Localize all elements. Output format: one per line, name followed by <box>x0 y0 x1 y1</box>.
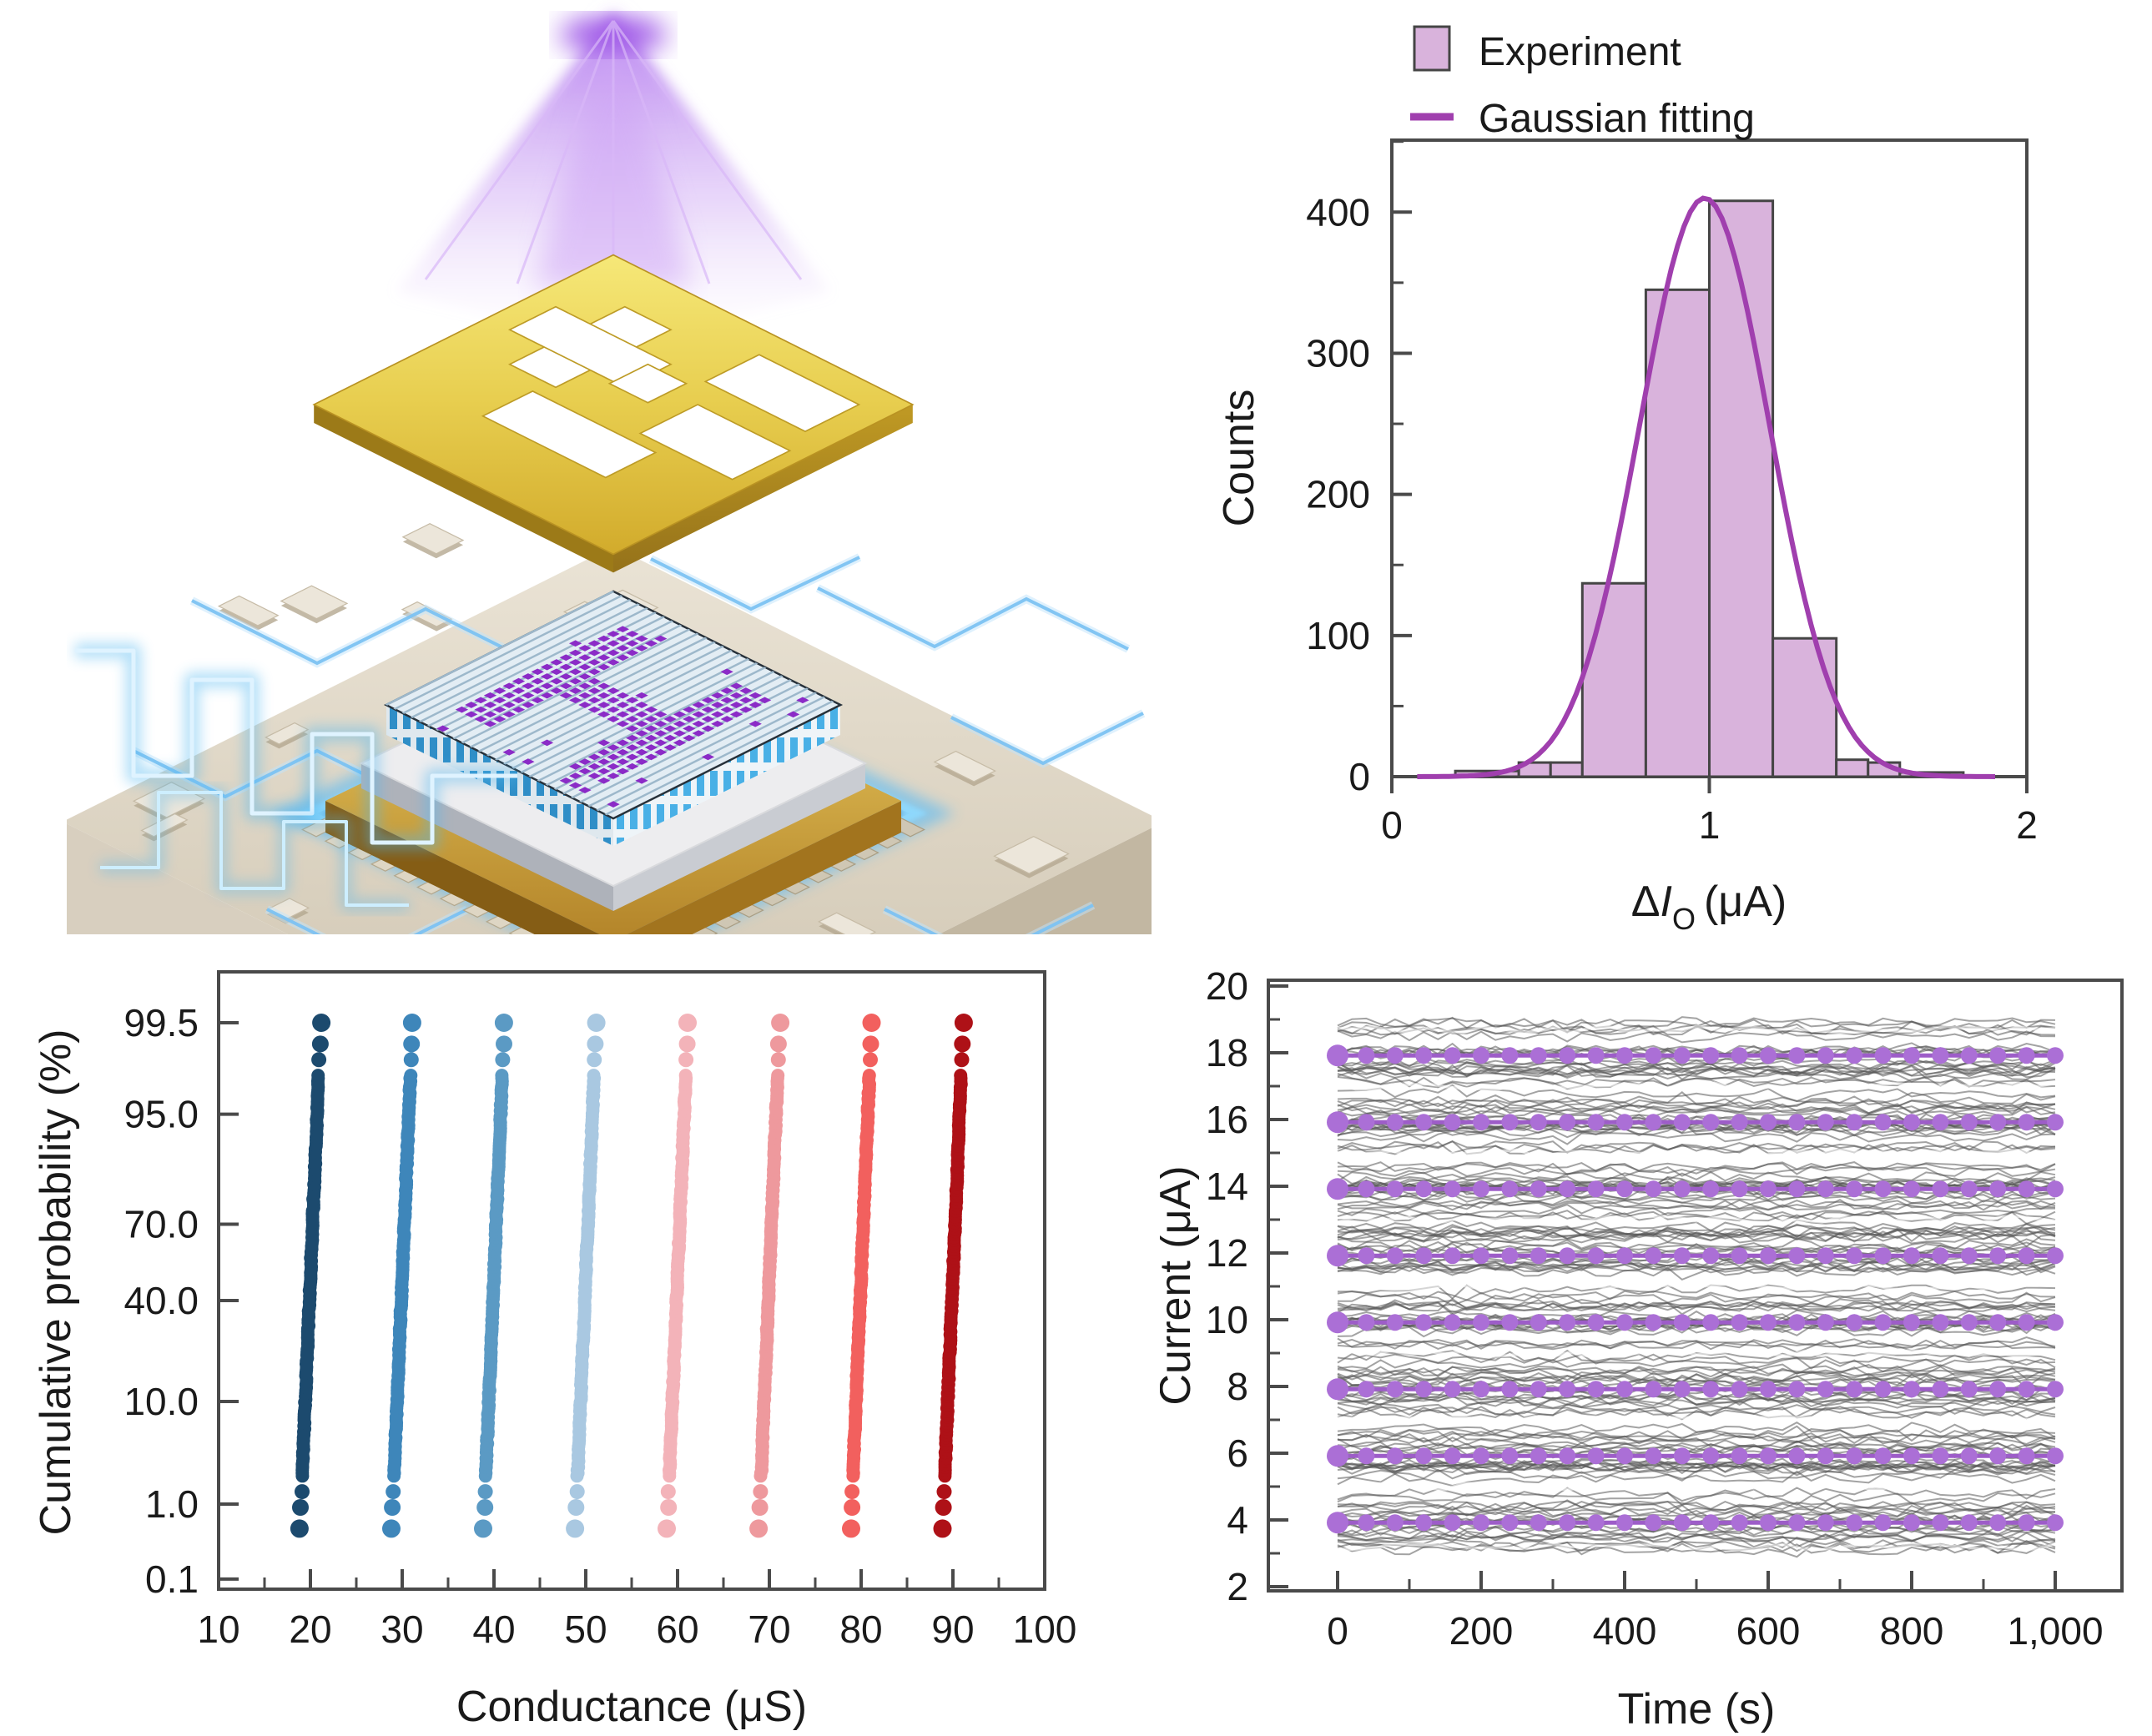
histogram-bars <box>1454 199 1965 778</box>
series-20uS <box>290 1014 331 1538</box>
histogram-bar <box>1644 288 1711 778</box>
gaussian-fit-curve <box>1417 195 1996 779</box>
cumulative-probability-panel: 99.5 95.0 70.0 40.0 10.0 1.0 0.1 10 20 30 40 50 60 70… <box>32 970 1077 1731</box>
svg-text:2: 2 <box>2016 803 2038 847</box>
svg-text:20: 20 <box>1206 964 1248 1008</box>
svg-text:30: 30 <box>381 1608 423 1651</box>
histogram-ylabel: Counts <box>1215 390 1263 527</box>
svg-text:50: 50 <box>564 1608 607 1651</box>
svg-text:99.5: 99.5 <box>123 1001 199 1044</box>
series-80uS <box>842 1014 881 1538</box>
svg-text:0: 0 <box>1381 803 1403 847</box>
svg-text:4: 4 <box>1227 1498 1248 1542</box>
svg-text:100: 100 <box>1306 614 1370 657</box>
svg-text:400: 400 <box>1593 1609 1657 1653</box>
svg-text:70: 70 <box>748 1608 790 1651</box>
memristor-chip <box>325 590 901 934</box>
histogram-legend: Experiment Gaussian fitting <box>1410 25 1755 141</box>
svg-text:12: 12 <box>1206 1231 1248 1275</box>
svg-text:16: 16 <box>1206 1098 1248 1141</box>
crossbar-top <box>383 590 844 820</box>
series-70uS <box>749 1014 790 1538</box>
white-streaks <box>1337 1024 2056 1552</box>
svg-text:200: 200 <box>1306 473 1370 516</box>
legend-swatch-experiment <box>1413 25 1451 72</box>
svg-text:200: 200 <box>1449 1609 1514 1653</box>
histogram-bar <box>1771 637 1838 778</box>
histogram-bar <box>1708 199 1775 778</box>
histogram-bar <box>1549 761 1584 778</box>
svg-text:80: 80 <box>839 1608 882 1651</box>
histogram-plot: 0 100 200 300 400 0 1 2 <box>1306 138 2038 847</box>
svg-text:300: 300 <box>1306 331 1370 375</box>
cumulative-ylabel: Cumulative probability (%) <box>32 1029 80 1536</box>
svg-text:1.0: 1.0 <box>145 1482 199 1526</box>
svg-text:800: 800 <box>1880 1609 1944 1653</box>
signal-waveform <box>75 643 517 911</box>
svg-text:100: 100 <box>1013 1608 1077 1651</box>
svg-text:0: 0 <box>1327 1609 1348 1653</box>
svg-text:1: 1 <box>1699 803 1721 847</box>
retention-ylabel: Current (μA) <box>1160 1165 1200 1405</box>
svg-text:600: 600 <box>1736 1609 1801 1653</box>
cumulative-plot: 99.5 95.0 70.0 40.0 10.0 1.0 0.1 10 20 30 40 50 60 70… <box>123 970 1077 1651</box>
svg-text:10: 10 <box>197 1608 239 1651</box>
svg-text:60: 60 <box>656 1608 698 1651</box>
series-60uS <box>658 1014 697 1538</box>
svg-text:90: 90 <box>931 1608 974 1651</box>
svg-text:20: 20 <box>289 1608 331 1651</box>
svg-text:95.0: 95.0 <box>123 1093 199 1136</box>
chip-illustration <box>67 13 1152 934</box>
svg-text:0.1: 0.1 <box>145 1557 199 1601</box>
series-40uS <box>474 1014 513 1538</box>
series-30uS <box>382 1014 421 1538</box>
svg-text:0: 0 <box>1348 755 1370 798</box>
light-beam-icon <box>396 13 830 346</box>
programmed-level-markers <box>1327 1044 2064 1534</box>
series-50uS <box>566 1014 606 1538</box>
histogram-bar <box>1580 581 1647 778</box>
svg-text:6: 6 <box>1227 1432 1248 1475</box>
svg-text:10.0: 10.0 <box>123 1380 199 1423</box>
legend-label-experiment: Experiment <box>1479 30 1681 74</box>
histogram-panel: 0 100 200 300 400 0 1 2 Experiment Gaussian fit… <box>1215 25 2038 936</box>
svg-text:40.0: 40.0 <box>123 1279 199 1322</box>
series-90uS <box>933 1014 973 1538</box>
cumulative-xlabel: Conductance (μS) <box>456 1683 807 1731</box>
svg-text:70.0: 70.0 <box>123 1202 199 1245</box>
histogram-bar <box>1835 758 1870 778</box>
svg-text:14: 14 <box>1206 1165 1248 1208</box>
shadow-mask-plate <box>312 254 915 573</box>
svg-text:2: 2 <box>1227 1565 1248 1608</box>
svg-text:10: 10 <box>1206 1298 1248 1341</box>
legend-label-gaussian: Gaussian fitting <box>1479 97 1755 141</box>
svg-text:40: 40 <box>472 1608 515 1651</box>
retention-xlabel: Time (s) <box>1618 1685 1776 1733</box>
svg-text:8: 8 <box>1227 1365 1248 1408</box>
histogram-xlabel: ΔIO (μA) <box>1631 878 1787 936</box>
svg-text:18: 18 <box>1206 1031 1248 1074</box>
svg-text:400: 400 <box>1306 190 1370 234</box>
svg-text:1,000: 1,000 <box>2007 1609 2103 1653</box>
